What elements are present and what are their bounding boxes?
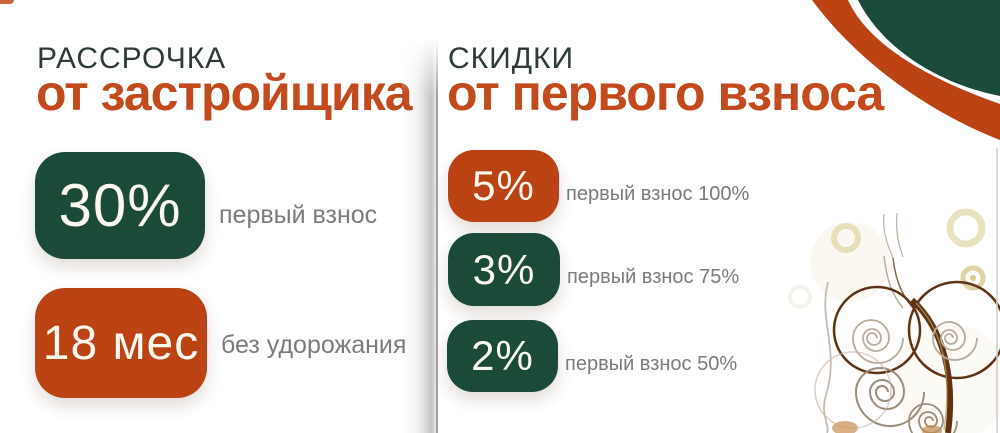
dark-curl [832, 285, 922, 375]
olive-ring [960, 265, 986, 291]
badge-discount-2: 2% [447, 320, 558, 392]
term-label: без удорожания [221, 330, 407, 359]
swirl-main-stem-highlight [915, 302, 948, 431]
discount-title-line2: от первого взноса [447, 65, 884, 121]
discount-2-label: первый взнос 50% [565, 352, 738, 375]
olive-ring-dot [970, 275, 976, 281]
swirl-stem [892, 257, 917, 312]
badge-discount-5: 5% [448, 150, 559, 222]
installment-title-line2: от застройщика [36, 65, 413, 121]
gray-spiral [908, 403, 958, 433]
swirl-main-stem [909, 297, 954, 433]
wavy-line [823, 281, 832, 433]
olive-ring [831, 223, 861, 253]
floral-swirl-decoration [788, 208, 1000, 433]
installment-title-line1: РАССРОЧКА [37, 42, 227, 75]
light-spiral [932, 321, 978, 361]
installment-row-down-payment: 30% первый взнос [35, 152, 377, 259]
down-payment-label: первый взнос [219, 201, 378, 229]
gray-spiral [854, 367, 925, 427]
light-circle [814, 351, 892, 429]
olive-ring [788, 285, 812, 309]
page-edge-line [996, 148, 998, 433]
badge-discount-3: 3% [448, 233, 560, 306]
badge-term: 18 мес [35, 288, 207, 398]
tan-blob [832, 421, 858, 433]
page-fold-shadow [402, 38, 438, 433]
dark-curl [907, 280, 1000, 380]
discount-row-2: 2% первый взнос 50% [447, 320, 737, 392]
discount-title-line1: СКИДКИ [448, 42, 575, 75]
badge-down-payment: 30% [35, 152, 205, 259]
light-spiral [852, 319, 904, 364]
swirl-stem [883, 213, 894, 259]
olive-ring [946, 208, 986, 248]
discount-3-label: первый взнос 75% [567, 266, 740, 288]
swirl-blob [810, 222, 890, 302]
swirl-stem [895, 212, 904, 258]
tan-blob [922, 425, 942, 433]
installment-row-term: 18 мес без удорожания [35, 288, 406, 398]
swirl-blob [894, 324, 1000, 433]
discount-row-3: 3% первый взнос 75% [448, 233, 739, 306]
discount-5-label: первый взнос 100% [566, 182, 750, 205]
corner-sliver-decoration [0, 0, 14, 4]
discount-row-5: 5% первый взнос 100% [448, 150, 749, 222]
swirl-stem [883, 255, 904, 309]
